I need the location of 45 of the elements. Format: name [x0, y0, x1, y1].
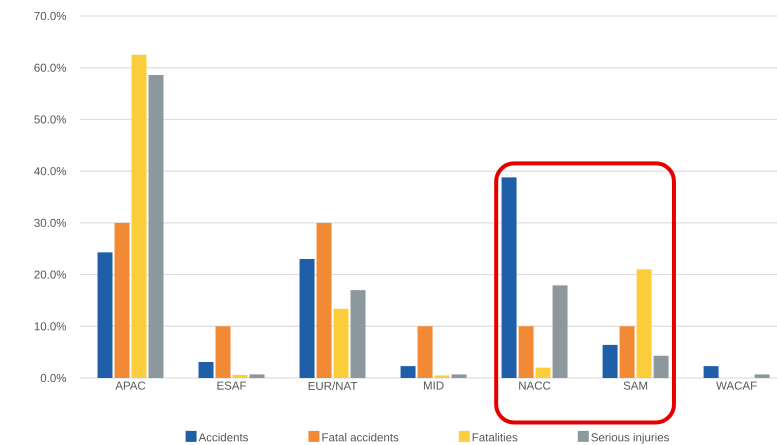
bar: [434, 375, 450, 378]
y-tick-label: 40.0%: [34, 167, 66, 176]
bar: [536, 368, 551, 378]
y-tick-label: 30.0%: [34, 218, 66, 227]
bar: [350, 290, 366, 378]
x-tick-label: WACAF: [716, 382, 757, 390]
bar: [250, 374, 265, 378]
bar: [620, 326, 635, 378]
bar: [552, 285, 568, 378]
bar: [114, 222, 130, 378]
bar: [334, 308, 349, 378]
x-tick-label: NACC: [519, 382, 550, 390]
bar: [754, 374, 770, 378]
bar: [216, 326, 231, 378]
x-tick-label: ESAF: [217, 382, 246, 390]
bar: [602, 344, 618, 378]
legend-label: Fatal accidents: [322, 432, 398, 442]
bar: [198, 362, 214, 378]
legend-label: Fatalities: [472, 432, 518, 442]
bar: [518, 326, 534, 378]
y-tick-label: 10.0%: [34, 322, 66, 330]
bar: [316, 222, 332, 378]
y-tick-label: 60.0%: [34, 64, 66, 72]
bar: [132, 54, 147, 378]
bar: [232, 374, 248, 378]
x-tick-label: EUR/NAT: [308, 382, 358, 390]
bar: [300, 259, 315, 378]
bar: [452, 374, 467, 378]
bar: [636, 269, 652, 378]
y-tick-label: 70.0%: [34, 12, 66, 20]
bar: [502, 177, 517, 378]
bar: [704, 366, 719, 378]
bar: [400, 366, 416, 378]
x-tick-label: MID: [424, 382, 444, 390]
x-tick-label: SAM: [624, 382, 648, 390]
bar: [654, 356, 669, 378]
bar: [98, 252, 113, 378]
legend-label: Accidents: [198, 432, 248, 442]
y-tick-label: 50.0%: [34, 115, 66, 124]
x-tick-label: APAC: [115, 382, 146, 390]
bar: [148, 74, 164, 378]
y-tick-label: 0.0%: [40, 374, 66, 382]
bar: [418, 326, 433, 378]
y-tick-label: 20.0%: [34, 270, 66, 279]
legend-label: Serious injuries: [591, 432, 669, 444]
